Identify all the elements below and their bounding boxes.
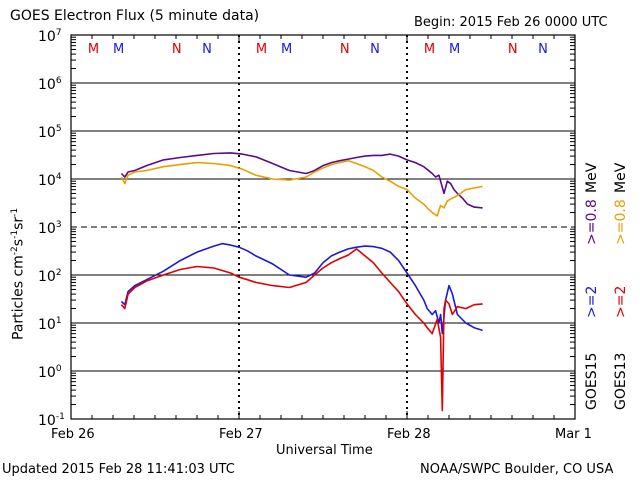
- source-credit: NOAA/SWPC Boulder, CO USA: [420, 462, 614, 477]
- y-tick-label: 101: [38, 316, 62, 333]
- y-tick-label: 107: [38, 28, 62, 45]
- y-tick-label: 10-1: [38, 412, 65, 429]
- updated-timestamp: Updated 2015 Feb 28 11:41:03 UTC: [2, 462, 235, 477]
- series-line: [120, 242, 483, 335]
- y-tick-label: 104: [38, 172, 62, 189]
- y-tick-label: 102: [38, 268, 62, 285]
- x-tick-label: Mar 1: [555, 427, 592, 442]
- y-tick-label: 105: [38, 124, 62, 141]
- x-tick-label: Feb 27: [219, 427, 263, 442]
- x-tick-label: Feb 26: [51, 427, 95, 442]
- satellite-marker-label: M: [423, 42, 436, 57]
- satellite-marker-label: M: [113, 42, 125, 57]
- x-tick-label: Feb 28: [387, 427, 431, 442]
- y-tick-label: 103: [38, 220, 62, 237]
- y-tick-label: 100: [38, 364, 62, 381]
- chart-title: GOES Electron Flux (5 minute data): [10, 8, 260, 24]
- satellite-marker-label: M: [255, 42, 268, 57]
- series-line: [120, 159, 483, 217]
- plot-frame: [70, 34, 576, 420]
- series-line: [120, 152, 483, 209]
- begin-label: Begin: 2015 Feb 26 0000 UTC: [414, 15, 608, 30]
- x-axis-label: Universal Time: [276, 443, 373, 458]
- satellite-marker-label: N: [538, 42, 548, 57]
- satellite-marker-label: M: [281, 42, 293, 57]
- y-tick-label: 106: [38, 76, 62, 93]
- satellite-marker-label: N: [171, 42, 182, 57]
- satellite-marker-label: M: [87, 42, 100, 57]
- satellite-marker-label: N: [507, 42, 518, 57]
- series-line: [120, 248, 483, 412]
- satellite-marker-label: N: [370, 42, 380, 57]
- satellite-marker-label: M: [449, 42, 461, 57]
- satellite-marker-label: N: [339, 42, 350, 57]
- satellite-marker-label: N: [202, 42, 212, 57]
